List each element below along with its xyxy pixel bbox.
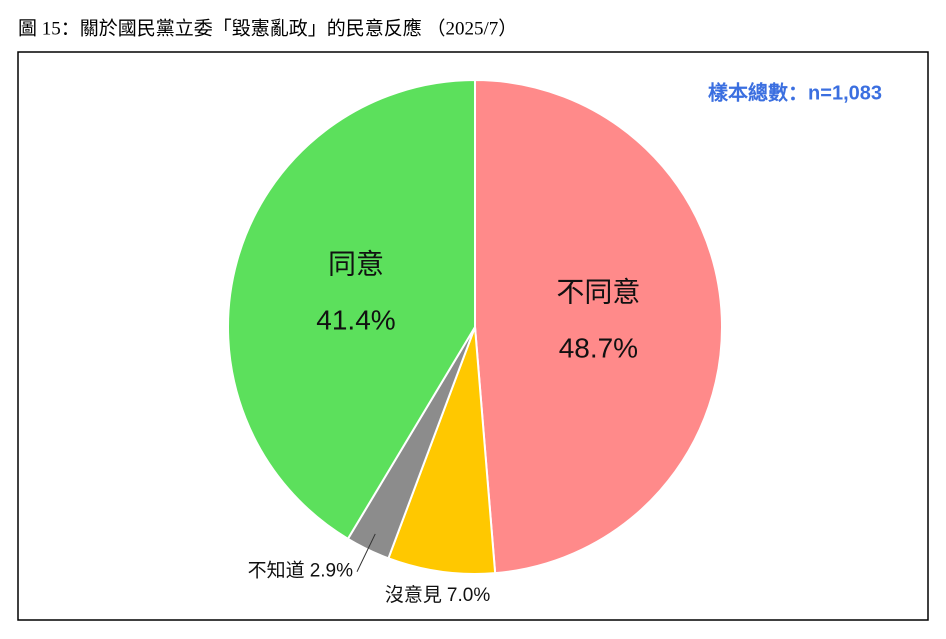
sample-size: 樣本總數：n=1,083 bbox=[708, 80, 882, 104]
pie-slice bbox=[227, 78, 476, 541]
slice-value: 48.7% bbox=[559, 332, 638, 363]
slice-value: 7.0% bbox=[447, 585, 490, 606]
slice-category: 沒意見 bbox=[385, 584, 442, 606]
slice-label: 沒意見 7.0% bbox=[385, 584, 490, 606]
slice-label: 不知道 2.9% bbox=[248, 560, 353, 582]
slice-category: 不知道 bbox=[248, 560, 305, 582]
slice-label: 不同意 bbox=[556, 276, 640, 307]
slice-label: 同意 bbox=[328, 248, 384, 279]
slice-value: 2.9% bbox=[310, 561, 353, 582]
slice-value: 41.4% bbox=[316, 304, 395, 335]
chart-title: 圖 15：關於國民黨立委「毀憲亂政」的民意反應 （2025/7） bbox=[18, 16, 517, 39]
pie-slice bbox=[387, 326, 497, 575]
frame bbox=[17, 51, 929, 621]
pie-slice bbox=[474, 78, 723, 575]
leader-line bbox=[356, 533, 376, 572]
